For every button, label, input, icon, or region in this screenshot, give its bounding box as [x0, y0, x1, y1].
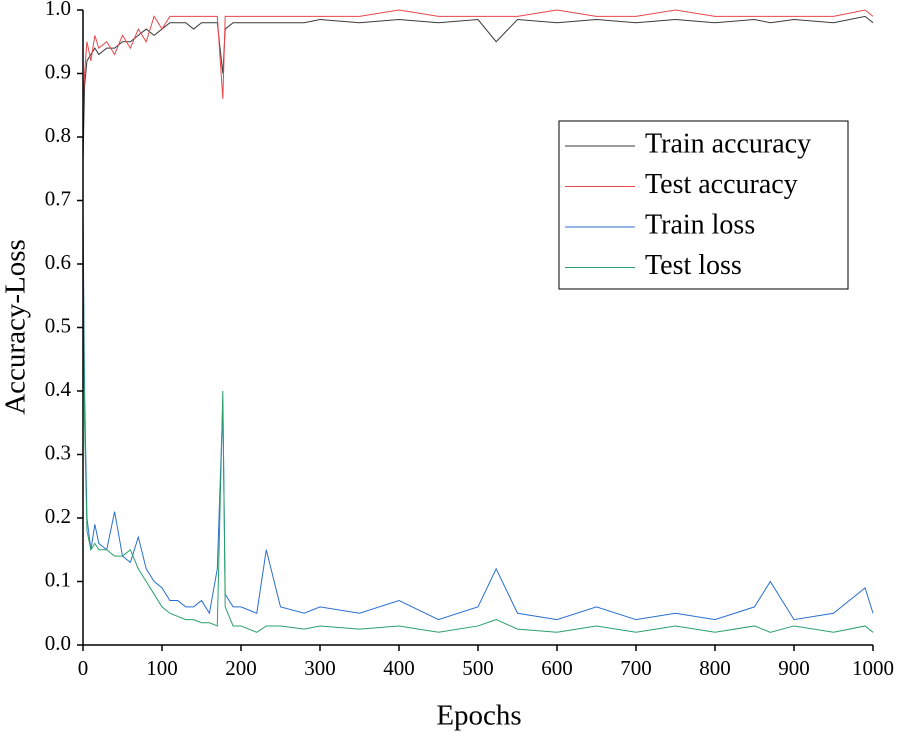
y-tick-label: 0.2: [45, 504, 71, 528]
y-tick-label: 1.0: [45, 0, 71, 20]
legend-label: Test loss: [645, 250, 742, 281]
series-line: [82, 213, 874, 621]
x-tick-label: 1000: [852, 656, 894, 680]
y-tick-label: 0.1: [45, 567, 71, 591]
y-tick-label: 0.9: [45, 59, 71, 83]
x-tick-label: 700: [620, 656, 652, 680]
x-tick-label: 0: [78, 656, 89, 680]
y-tick-label: 0.3: [45, 440, 71, 464]
legend-label: Train loss: [645, 209, 755, 240]
y-tick-label: 0.8: [45, 123, 71, 147]
x-tick-label: 500: [462, 656, 494, 680]
x-tick-label: 100: [146, 656, 178, 680]
legend-label: Test accuracy: [645, 169, 798, 200]
x-tick-label: 400: [383, 656, 415, 680]
y-axis-label: Accuracy-Loss: [0, 239, 32, 415]
x-tick-label: 900: [778, 656, 810, 680]
series-line: [82, 9, 874, 106]
x-tick-label: 200: [225, 656, 257, 680]
series-line: [82, 225, 874, 633]
legend-box: [558, 120, 849, 290]
legend-label: Train accuracy: [645, 128, 811, 159]
y-tick-label: 0.5: [45, 313, 71, 337]
x-tick-label: 300: [304, 656, 336, 680]
y-tick-label: 0.0: [45, 631, 71, 655]
x-tick-label: 800: [699, 656, 731, 680]
x-axis-label: Epochs: [436, 700, 521, 732]
y-tick-label: 0.4: [45, 377, 72, 401]
y-tick-label: 0.7: [45, 186, 71, 210]
series-line: [82, 15, 874, 163]
y-tick-label: 0.6: [45, 250, 71, 274]
x-tick-label: 600: [541, 656, 573, 680]
